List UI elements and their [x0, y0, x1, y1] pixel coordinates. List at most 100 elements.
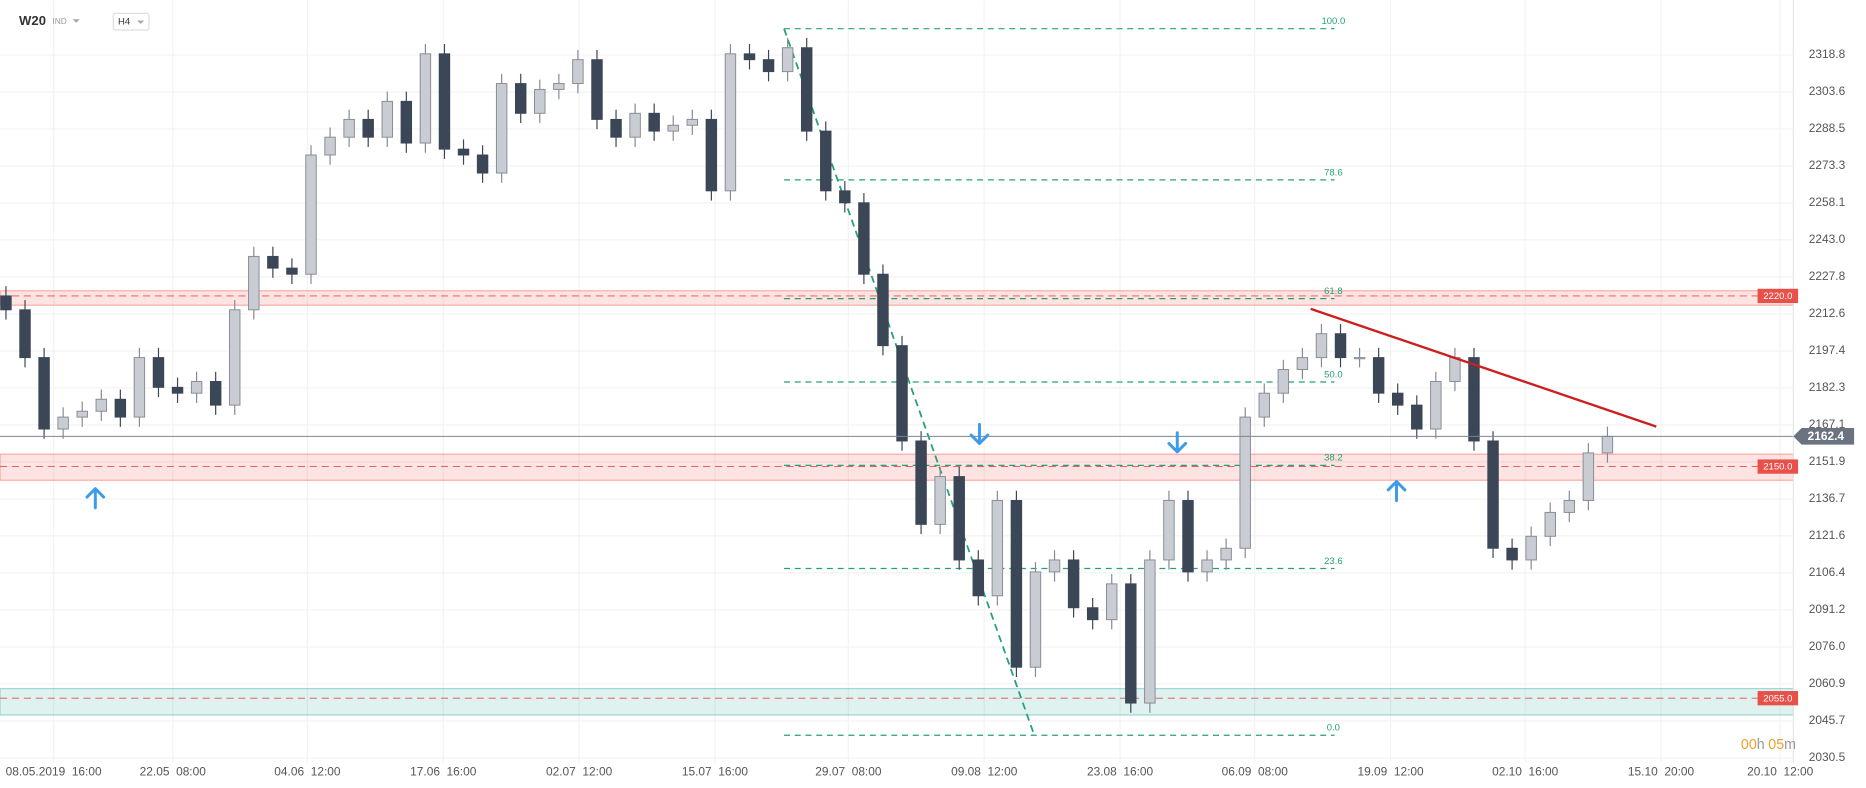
y-tick-label: 2197.4 [1809, 343, 1846, 357]
candle-body [667, 124, 679, 132]
zone-label-box [1757, 691, 1799, 706]
candle-body [76, 410, 88, 418]
candle-body [648, 112, 660, 132]
fib-label: 0.0 [1327, 723, 1340, 734]
x-tick-label: 08.05.2019 16:00 [6, 764, 102, 778]
candle-body [839, 190, 851, 204]
candle-body [1525, 535, 1537, 561]
candle-body [38, 357, 50, 430]
market[interactable]: IND [52, 16, 66, 26]
up-arrow [85, 487, 106, 510]
y-tick-label: 2167.1 [1809, 417, 1846, 431]
candle-body [1544, 511, 1556, 537]
countdown-minutes: 05 [1768, 737, 1784, 753]
y-tick-label: 2182.3 [1809, 380, 1846, 394]
x-tick-label: 02.10 16:00 [1492, 764, 1559, 778]
zone-label-box [1757, 288, 1799, 304]
candle-body [0, 295, 12, 311]
interval-box[interactable] [112, 12, 150, 31]
candle-body [1277, 369, 1290, 394]
candle-body [1106, 583, 1118, 621]
candle-body [820, 130, 832, 192]
y-tick-label: 2136.7 [1809, 491, 1846, 505]
candle-body [743, 53, 756, 61]
candle-body [229, 309, 241, 406]
y-tick-label: 2318.8 [1809, 47, 1846, 61]
candle-body [629, 112, 641, 138]
candle-body [972, 559, 984, 597]
candle-body [1086, 607, 1099, 621]
candle-body [781, 47, 794, 73]
candle-body [286, 267, 298, 275]
candle-body [114, 398, 127, 418]
market-dropdown[interactable] [72, 19, 80, 23]
interval-dropdown[interactable] [137, 20, 145, 25]
candle-body [1487, 440, 1499, 549]
y-tick-label: 2243.0 [1809, 232, 1846, 246]
candle-body [1144, 559, 1156, 704]
candle-body [705, 118, 718, 192]
y-tick-label: 2212.6 [1809, 306, 1846, 320]
up-arrow [1386, 480, 1407, 503]
fib-label: 100.0 [1321, 16, 1345, 27]
candle-body [381, 100, 393, 138]
candle-body [476, 154, 489, 174]
candle-body [95, 398, 108, 412]
candle-body [19, 309, 31, 359]
countdown-unit: m [1784, 737, 1796, 753]
countdown: 00h 05m [1741, 737, 1796, 753]
candle-body [1220, 547, 1232, 561]
x-tick-label: 20.10 12:00 [1747, 764, 1814, 778]
candles [0, 37, 1614, 713]
candle-body [915, 440, 927, 525]
x-tick-label: 17.06 16:00 [410, 764, 477, 778]
candle-body [800, 47, 813, 132]
candle-body [877, 273, 889, 347]
interval[interactable]: H4 [118, 17, 131, 28]
candle-body [133, 357, 146, 418]
candle-body [896, 345, 908, 442]
candle-body [495, 83, 508, 174]
fib-label: 23.6 [1324, 556, 1343, 567]
candle-body [1372, 357, 1385, 394]
overlays [0, 307, 1794, 437]
x-tick-label: 29.07 08:00 [815, 764, 882, 778]
y-tick-label: 2030.5 [1809, 750, 1846, 764]
candle-body [991, 499, 1004, 597]
x-tick-label: 04.06 12:00 [274, 764, 341, 778]
x-tick-label: 06.09 08:00 [1222, 764, 1289, 778]
candle-body [534, 88, 546, 114]
candle-body [686, 118, 699, 126]
candle-body [190, 381, 203, 394]
x-tick-label: 15.10 20:00 [1628, 764, 1695, 778]
y-tick-label: 2106.4 [1809, 565, 1846, 579]
candle-body [1048, 559, 1061, 573]
candle-body [1067, 559, 1080, 609]
x-tick-label: 02.07 12:00 [546, 764, 613, 778]
candle-body [362, 118, 374, 138]
signal-arrows [85, 422, 1407, 510]
y-tick-label: 2091.2 [1809, 602, 1846, 616]
trendline [1310, 307, 1657, 428]
x-tick-label: 22.05 08:00 [140, 764, 207, 778]
candle-body [1430, 381, 1442, 430]
fib-label: 38.2 [1324, 453, 1343, 464]
candle-body [1182, 499, 1194, 573]
candle-body [1411, 404, 1423, 430]
candle-body [1010, 499, 1023, 668]
candle-body [1391, 392, 1404, 406]
candle-body [572, 59, 584, 85]
candle-body [419, 53, 432, 144]
candle-body [514, 83, 527, 114]
current-price-box [1793, 428, 1855, 445]
fib-label: 50.0 [1324, 369, 1343, 380]
down-arrow [969, 422, 990, 445]
x-tick-label: 19.09 12:00 [1357, 764, 1424, 778]
candle-body [1601, 435, 1614, 454]
candle-body [1468, 357, 1480, 442]
candle-body [1125, 583, 1137, 704]
zone-label: 2220.0 [1763, 291, 1792, 302]
